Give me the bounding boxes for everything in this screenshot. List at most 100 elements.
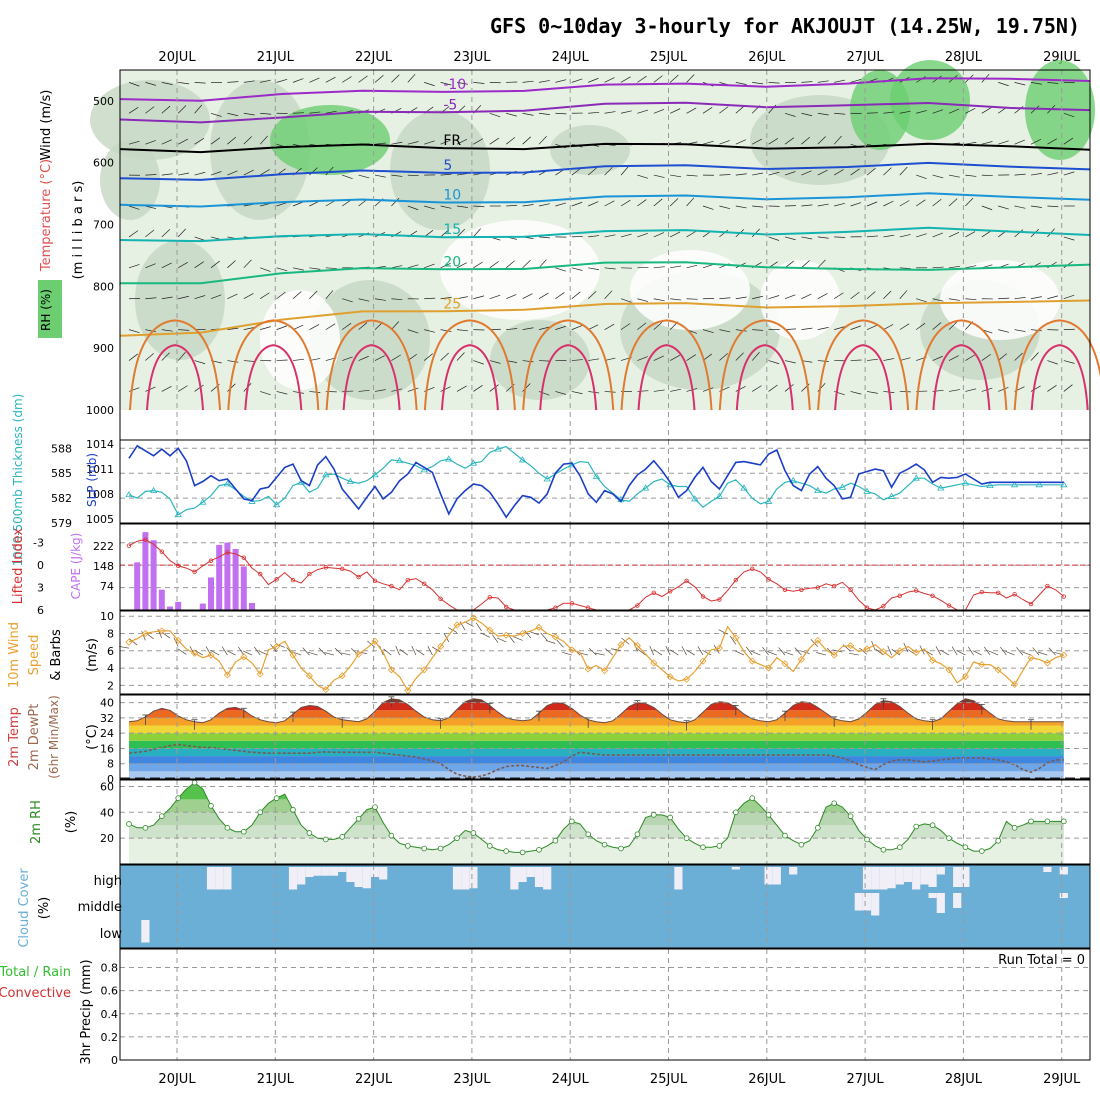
rh-point xyxy=(684,836,689,841)
wind-barb xyxy=(1033,648,1040,656)
cloud-gap xyxy=(510,867,518,890)
cape-bar xyxy=(167,607,173,610)
legend-total-rain: Total / Rain xyxy=(0,965,71,980)
date-label: 21JUL xyxy=(257,50,295,65)
cape-bar xyxy=(151,540,157,610)
cloud-gap xyxy=(519,867,527,882)
cloud-gap xyxy=(937,867,945,875)
cape-bar xyxy=(134,562,140,610)
rh-shade-area xyxy=(100,140,160,220)
wind-barb xyxy=(973,651,982,655)
cloud-gap xyxy=(543,867,551,890)
rh-shade-area xyxy=(390,110,490,230)
date-label: 24JUL xyxy=(552,1072,590,1087)
tick-label: 20 xyxy=(100,832,114,845)
cloud-gap xyxy=(535,867,543,887)
rh-point xyxy=(651,812,656,817)
tick-label: 1000 xyxy=(86,404,114,417)
legend-convective: Convective xyxy=(0,986,71,1001)
axis-label: (%) xyxy=(37,897,52,920)
rh-point xyxy=(979,849,984,854)
rh-dry-area xyxy=(260,290,340,390)
rh-point xyxy=(405,844,410,849)
cloud-gap xyxy=(453,867,461,890)
cape-bar xyxy=(216,545,222,610)
tick-label: 24 xyxy=(100,727,114,740)
rh-point xyxy=(504,849,509,854)
cloud-gap xyxy=(469,867,477,888)
cloud-gap xyxy=(929,867,937,887)
rh-point xyxy=(668,815,673,820)
wind-barb xyxy=(497,638,506,642)
rh-shade-area xyxy=(270,105,390,175)
wind-barb xyxy=(335,648,342,655)
rh-point xyxy=(750,796,755,801)
tick-label: 588 xyxy=(51,442,72,455)
tick-label: 4 xyxy=(107,662,114,675)
cloud-gap xyxy=(297,867,305,885)
rh-point xyxy=(176,796,181,801)
wind-barb xyxy=(546,640,556,643)
date-label: 28JUL xyxy=(945,1072,983,1087)
cloud-gap xyxy=(904,867,912,882)
tick-label: 148 xyxy=(93,560,114,573)
temperature-band xyxy=(120,764,1090,772)
contour-label: 25 xyxy=(443,296,461,312)
rh-point xyxy=(602,842,607,847)
temperature-band xyxy=(120,733,1090,741)
cloud-gap xyxy=(355,867,363,887)
axis-label: Cloud Cover xyxy=(17,868,32,948)
cloud-gap xyxy=(674,867,682,890)
wind-barb xyxy=(784,652,793,655)
rh-point xyxy=(274,796,279,801)
cloud-gap xyxy=(961,867,969,887)
cloud-gap xyxy=(330,867,338,876)
cloud-gap xyxy=(896,867,904,885)
run-total-label: Run Total = 0 xyxy=(998,953,1085,968)
rh-point xyxy=(701,845,706,850)
cloud-gap xyxy=(773,867,781,885)
rh-point xyxy=(209,803,214,808)
tick-label: 40 xyxy=(100,806,114,819)
contour-label: -10 xyxy=(443,77,466,93)
cloud-gap xyxy=(314,867,322,876)
tick-label: 579 xyxy=(51,517,72,530)
rh-band xyxy=(120,812,1090,825)
cloud-gap xyxy=(863,893,871,911)
wind-barb xyxy=(611,649,621,651)
wind-barb xyxy=(400,649,408,655)
rh-point xyxy=(569,819,574,824)
axis-label: Temperature (°C) xyxy=(39,159,54,272)
wind-barb xyxy=(589,648,596,655)
wind-barb xyxy=(178,649,186,654)
wind-barb xyxy=(849,653,859,655)
rh-point xyxy=(373,805,378,810)
date-label: 25JUL xyxy=(650,50,688,65)
rh-point xyxy=(717,844,722,849)
cape-bar xyxy=(233,549,239,610)
tick-label: 0.2 xyxy=(101,1031,119,1044)
date-label: 21JUL xyxy=(257,1072,295,1087)
tick-label: 900 xyxy=(93,342,114,355)
axis-label: Speed xyxy=(27,635,42,676)
temperature-band xyxy=(120,703,1090,711)
axis-label: 2m Temp xyxy=(7,707,22,767)
cloud-gap xyxy=(223,867,231,890)
temperature-band xyxy=(120,726,1090,734)
tick-label: 40 xyxy=(100,697,114,710)
rh-point xyxy=(619,846,624,851)
contour-label: 5 xyxy=(443,158,452,174)
rh-point xyxy=(487,844,492,849)
cloud-gap xyxy=(371,867,379,877)
cloud-gap xyxy=(322,867,330,876)
cape-bar xyxy=(249,603,255,610)
tick-label: 500 xyxy=(93,95,114,108)
